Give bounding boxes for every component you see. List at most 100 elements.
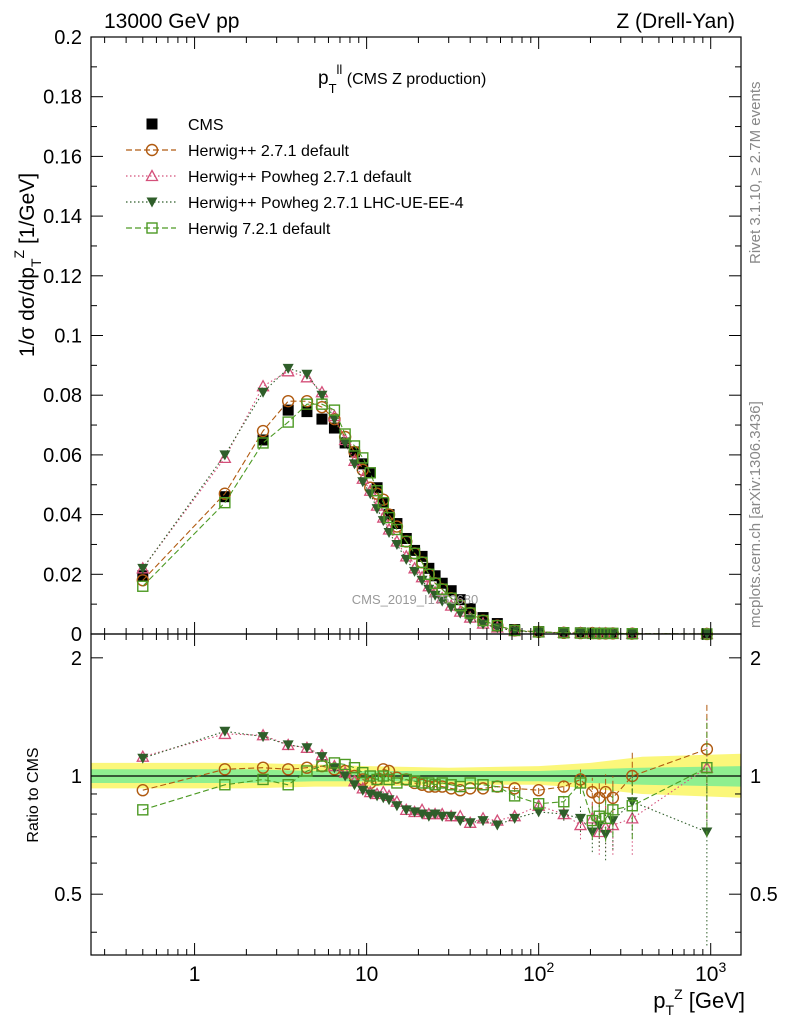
ratio-point (533, 807, 545, 818)
data-point (301, 406, 313, 418)
data-point (383, 511, 395, 524)
ratio-series-herwig-7-2-1-default (137, 718, 713, 842)
data-point (339, 428, 351, 440)
ratio-point (436, 777, 448, 789)
ratio-point (400, 805, 412, 816)
legend-entry: CMS (146, 117, 224, 134)
ratio-point (626, 800, 638, 812)
data-point (137, 580, 149, 592)
ratio-point (357, 785, 369, 796)
ratio-series-herwig-powheg-2-7-1-lhc-ue-ee-4 (137, 726, 713, 946)
ratio-point (416, 777, 428, 789)
ratio-point (454, 816, 466, 827)
ratio-panel-series (136, 704, 714, 946)
ratio-point (574, 813, 586, 824)
ratio-point (282, 779, 294, 791)
ratio-point (316, 752, 328, 763)
y-tick-label: 0.14 (43, 206, 82, 228)
legend-entry: Herwig++ Powheg 2.7.1 LHC-UE-EE-4 (126, 195, 464, 212)
data-point (137, 570, 149, 582)
data-point (383, 528, 395, 539)
ratio-point (573, 818, 588, 831)
ratio-point (137, 753, 149, 764)
data-point (574, 627, 587, 639)
legend-marker (146, 222, 158, 234)
data-point (464, 607, 476, 619)
ratio-y-tick-label: 0.5 (54, 884, 82, 906)
ratio-point (301, 743, 313, 754)
ratio-point (532, 784, 545, 797)
y-tick-label: 0.06 (43, 445, 82, 467)
ratio-y-tick-label-right: 0.5 (750, 884, 778, 906)
legend-entry: Herwig++ Powheg 2.7.1 default (126, 169, 412, 186)
ratio-point (137, 804, 149, 816)
header-right: Z (Drell-Yan) (616, 10, 735, 33)
ratio-point (383, 795, 395, 806)
ratio-point (136, 784, 149, 797)
data-point (301, 369, 313, 380)
data-point (364, 489, 376, 500)
ratio-point (491, 780, 504, 793)
ratio-point (436, 811, 448, 822)
mcplots-label: mcplots.cern.ch [arXiv:1306.3436] (747, 401, 764, 628)
data-point (219, 496, 231, 509)
ratio-point (282, 740, 294, 751)
header-left: 13000 GeV pp (104, 10, 239, 33)
ratio-point (377, 763, 390, 776)
data-point (339, 438, 351, 449)
watermark: CMS_2019_I1753680 (352, 592, 479, 607)
x-tick-label: 1 (189, 963, 201, 986)
data-point (371, 504, 383, 515)
legend-entry: Herwig++ 2.7.1 default (126, 143, 350, 160)
data-point (400, 532, 412, 544)
ratio-point (391, 801, 403, 812)
y-tick-label: 0.04 (43, 505, 82, 527)
data-point (416, 575, 428, 586)
data-point (328, 404, 341, 416)
data-point (436, 583, 448, 595)
data-point (300, 370, 314, 383)
series-herwig-7-2-1-default (137, 398, 713, 640)
data-point (377, 496, 389, 509)
data-point (348, 446, 360, 458)
ratio-line (142, 762, 708, 822)
ratio-point (383, 773, 395, 786)
ratio-point (558, 796, 570, 808)
y-tick-label: 0.1 (54, 326, 82, 348)
ratio-point (257, 732, 269, 743)
data-point (558, 627, 570, 639)
data-point (316, 398, 328, 410)
ratio-point (408, 775, 421, 787)
legend-label: CMS (188, 117, 224, 134)
ratio-point (316, 760, 328, 772)
data-point (357, 452, 369, 464)
data-point (491, 619, 504, 632)
x-axis-label: pTZ [GeV] (653, 986, 745, 1018)
data-point (454, 599, 466, 612)
data-point (328, 422, 340, 434)
ratio-point (281, 763, 295, 776)
y-tick-label: 0.18 (43, 87, 82, 109)
ratio-point (586, 827, 598, 838)
rivet-label: Rivet 3.1.10, ≥ 2.7M events (747, 82, 764, 265)
legend-label: Herwig++ Powheg 2.7.1 LHC-UE-EE-4 (188, 195, 464, 212)
ratio-point (357, 766, 369, 779)
x-tick-label: 103 (695, 959, 726, 986)
legend-entry: Herwig 7.2.1 default (126, 221, 331, 238)
ratio-point (607, 804, 619, 816)
data-point (281, 394, 295, 408)
ratio-point (606, 818, 620, 831)
y-axis-label: 1/σ dσ/dpTZ [1/GeV] (11, 173, 44, 357)
y-tick-label: 0.02 (43, 564, 82, 586)
legend: CMS Herwig++ 2.7.1 default Herwig++ Powheg… (126, 117, 464, 238)
data-point (423, 584, 435, 595)
data-point (445, 602, 457, 613)
ratio-point (348, 780, 360, 791)
ratio-point (532, 798, 545, 810)
ratio-point (429, 779, 441, 791)
y-tick-label: 0.16 (43, 146, 82, 168)
data-point (377, 516, 389, 527)
ratio-point (445, 779, 457, 791)
data-point (257, 387, 269, 398)
ratio-point (377, 770, 389, 782)
